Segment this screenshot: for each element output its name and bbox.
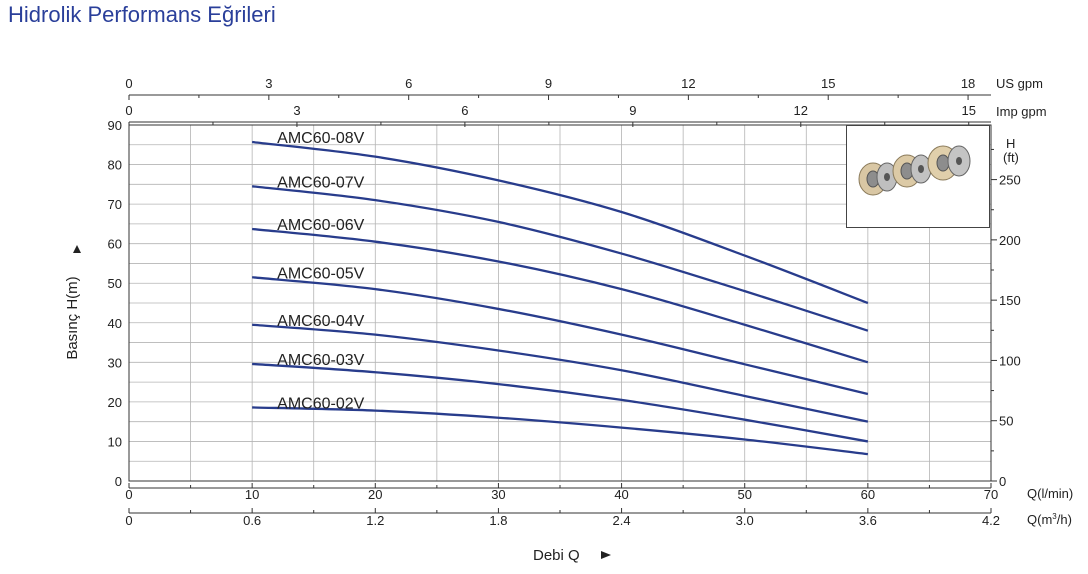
x-tick-label: 20 xyxy=(368,487,382,502)
top-imp-gpm-label: Imp gpm xyxy=(996,104,1047,119)
curve-label: AMC60-06V xyxy=(277,217,364,234)
ft-tick-label: 250 xyxy=(999,173,1021,188)
y-tick-label: 50 xyxy=(108,276,122,291)
curve-label: AMC60-07V xyxy=(277,174,364,191)
us-gpm-tick-label: 15 xyxy=(821,76,835,91)
y-axis-title: Basınç H(m) xyxy=(64,245,81,360)
x-tick-label: 0 xyxy=(125,487,132,502)
x-axis-arrow-icon xyxy=(601,551,611,559)
top-us-gpm-label: US gpm xyxy=(996,76,1043,91)
ft-tick-label: 100 xyxy=(999,353,1021,368)
x2-unit-sup: 3 xyxy=(1052,512,1057,521)
performance-curve xyxy=(252,140,869,305)
us-gpm-tick-label: 18 xyxy=(961,76,975,91)
us-gpm-tick-label: 0 xyxy=(125,76,132,91)
y-tick-label: 40 xyxy=(108,316,122,331)
us-gpm-tick-label: 9 xyxy=(545,76,552,91)
y-tick-label: 20 xyxy=(108,395,122,410)
y-tick-label: 90 xyxy=(108,118,122,133)
axes xyxy=(128,94,997,514)
pump-impellers-icon xyxy=(858,145,971,196)
y-axis-label: Basınç H(m) xyxy=(64,276,81,359)
x2-tick-label: 4.2 xyxy=(982,513,1000,528)
x-tick-label: 30 xyxy=(491,487,505,502)
x-tick-label: 70 xyxy=(984,487,998,502)
y-tick-label: 0 xyxy=(115,474,122,489)
x2-unit-tail: /h) xyxy=(1057,512,1072,527)
imp-gpm-tick-label: 6 xyxy=(461,103,468,118)
curve-label: AMC60-08V xyxy=(277,130,364,147)
ft-tick-label: 50 xyxy=(999,414,1013,429)
y-tick-label: 30 xyxy=(108,355,122,370)
x-tick-label: 50 xyxy=(737,487,751,502)
tick-labels: 0 10 20 30 40 50 60 700 0.6 1.2 1.8 2.4 3.0 3.6 4.20 3 6… xyxy=(108,76,1021,528)
performance-curves xyxy=(252,140,869,456)
right-unit-label-ft: (ft) xyxy=(1003,150,1019,165)
performance-curve xyxy=(252,323,869,423)
performance-curve xyxy=(252,362,869,443)
y-tick-label: 70 xyxy=(108,197,122,212)
x2-tick-label: 0.6 xyxy=(243,513,261,528)
ft-tick-label: 0 xyxy=(999,474,1006,489)
y-tick-label: 60 xyxy=(108,237,122,252)
x-tick-label: 40 xyxy=(614,487,628,502)
x2-unit-base: Q(m xyxy=(1027,512,1052,527)
us-gpm-tick-label: 12 xyxy=(681,76,695,91)
imp-gpm-tick-label: 3 xyxy=(293,103,300,118)
imp-gpm-tick-label: 15 xyxy=(961,103,975,118)
plot-frame xyxy=(128,124,992,482)
x-tick-label: 60 xyxy=(861,487,875,502)
curve-label: AMC60-05V xyxy=(277,265,364,282)
x2-tick-label: 1.2 xyxy=(366,513,384,528)
curve-label: AMC60-04V xyxy=(277,313,364,330)
imp-gpm-tick-label: 9 xyxy=(629,103,636,118)
x-unit-lmin-label: Q(l/min) xyxy=(1027,486,1073,501)
x2-tick-label: 3.6 xyxy=(859,513,877,528)
x-tick-label: 10 xyxy=(245,487,259,502)
performance-curve xyxy=(252,406,868,456)
right-unit-label: H xyxy=(1006,136,1015,151)
x-unit-m3h-label: Q(m3/h) xyxy=(1027,512,1072,527)
x2-tick-label: 3.0 xyxy=(736,513,754,528)
x-axis-label: Debi Q xyxy=(533,547,580,564)
y-tick-label: 10 xyxy=(108,434,122,449)
us-gpm-tick-label: 3 xyxy=(265,76,272,91)
page-title: Hidrolik Performans Eğrileri xyxy=(8,2,276,27)
x2-tick-label: 1.8 xyxy=(489,513,507,528)
ft-tick-label: 150 xyxy=(999,293,1021,308)
ft-tick-label: 200 xyxy=(999,233,1021,248)
performance-curve xyxy=(252,276,869,396)
y-tick-label: 80 xyxy=(108,158,122,173)
curve-label: AMC60-03V xyxy=(277,352,364,369)
y-axis-arrow-icon xyxy=(73,245,81,253)
imp-gpm-tick-label: 0 xyxy=(125,103,132,118)
x2-tick-label: 2.4 xyxy=(613,513,631,528)
curve-label: AMC60-02V xyxy=(277,395,364,412)
curve-labels: AMC60-08V AMC60-07V AMC60-06V AMC60-05V AMC6… xyxy=(277,130,364,412)
us-gpm-tick-label: 6 xyxy=(405,76,412,91)
performance-curve xyxy=(252,227,869,364)
imp-gpm-tick-label: 12 xyxy=(794,103,808,118)
product-photo xyxy=(846,125,990,228)
x-axis-title: Debi Q xyxy=(533,547,611,564)
x2-tick-label: 0 xyxy=(125,513,132,528)
performance-curve xyxy=(252,185,869,332)
